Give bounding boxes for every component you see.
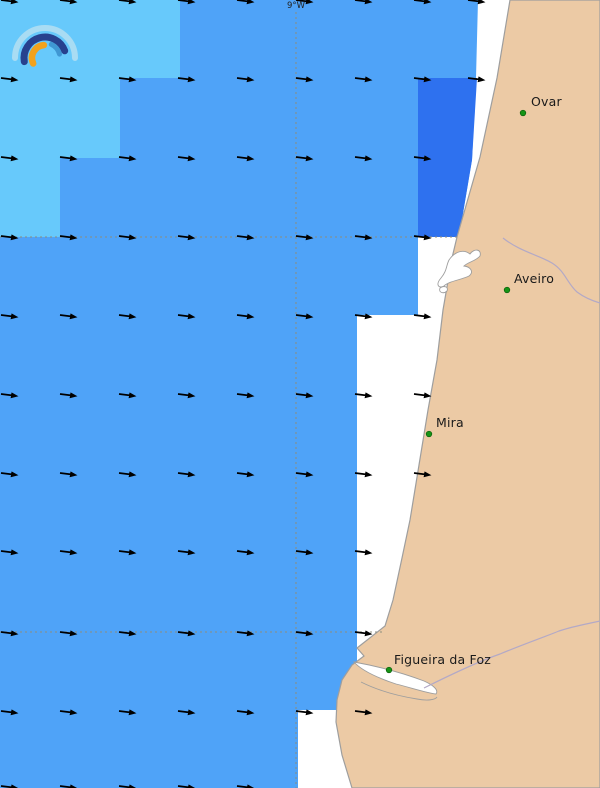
aveiro-river-line: [502, 237, 600, 304]
rainbow-arcs-logo-icon: [12, 25, 78, 67]
meridian-label: 9°W: [286, 1, 306, 11]
logo-outer-arc: [12, 25, 78, 61]
mondego-estuary-channel: [360, 681, 438, 701]
figueira-road-line: [423, 620, 600, 689]
wind-strong-cell: [418, 78, 477, 237]
city-dot-layer: [385, 109, 527, 674]
wind-light-cells: [0, 0, 180, 237]
aveiro-lagoon-islet: [439, 286, 448, 294]
wind-arrow-layer: [0, 0, 486, 788]
logo-orange-arc: [28, 41, 48, 67]
city-label: Figueira da Foz: [394, 652, 492, 667]
mondego-estuary: [352, 661, 438, 695]
logo-dark-arc: [20, 33, 69, 66]
city-label: Ovar: [531, 94, 562, 109]
land-region: [335, 0, 600, 788]
aveiro-lagoon: [437, 249, 481, 288]
city-label: Mira: [436, 415, 464, 430]
logo-mid-arc: [48, 41, 62, 57]
city-label: Aveiro: [514, 271, 555, 286]
